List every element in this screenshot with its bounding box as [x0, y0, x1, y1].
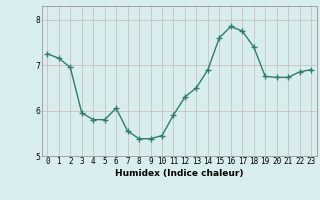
X-axis label: Humidex (Indice chaleur): Humidex (Indice chaleur): [115, 169, 244, 178]
